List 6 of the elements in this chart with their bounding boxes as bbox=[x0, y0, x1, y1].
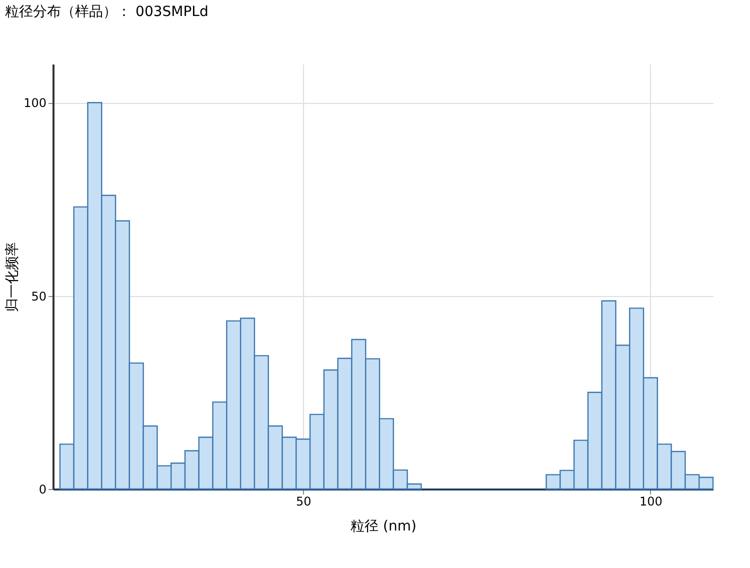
y-tick-label: 50 bbox=[31, 289, 46, 304]
chart-title: 粒径分布（样品）： 003SMPLd bbox=[5, 4, 208, 20]
y-axis-title: 归一化频率 bbox=[4, 242, 21, 312]
y-tick-label: 100 bbox=[24, 96, 46, 110]
y-tick-label: 0 bbox=[38, 482, 46, 496]
x-axis-title: 粒径 (nm) bbox=[350, 518, 416, 534]
